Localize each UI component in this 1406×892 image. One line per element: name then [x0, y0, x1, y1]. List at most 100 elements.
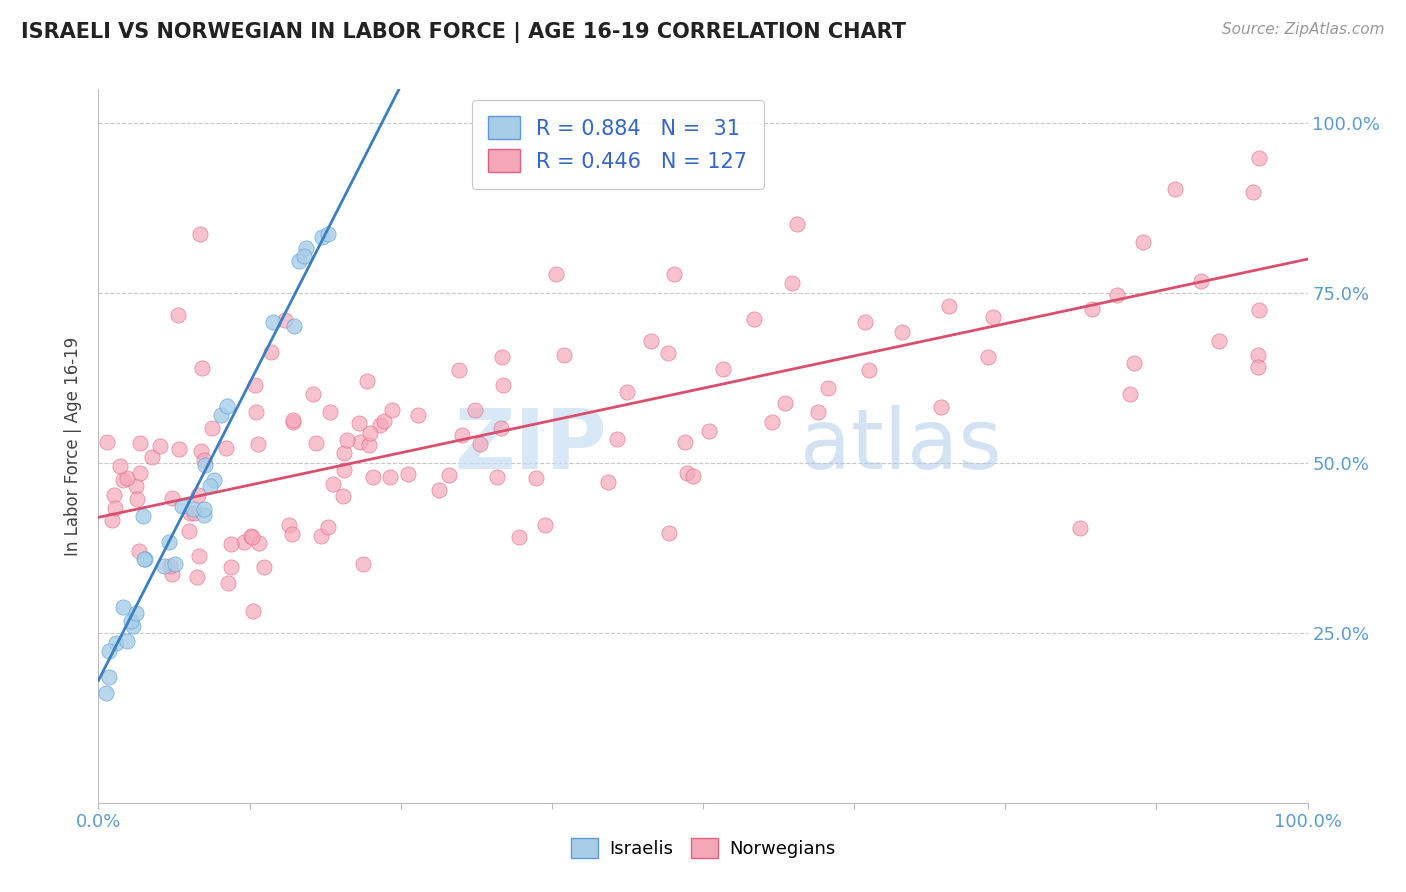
Point	[817, 381, 839, 395]
Point	[141, 450, 163, 465]
Point	[352, 557, 374, 571]
Point	[697, 424, 720, 438]
Point	[162, 567, 184, 582]
Point	[357, 438, 380, 452]
Point	[332, 489, 354, 503]
Point	[188, 227, 211, 241]
Point	[262, 315, 284, 329]
Point	[468, 436, 491, 450]
Point	[242, 604, 264, 618]
Point	[981, 310, 1004, 325]
Point	[190, 443, 212, 458]
Point	[215, 441, 238, 455]
Point	[198, 478, 221, 492]
Point	[247, 437, 270, 451]
Point	[125, 607, 148, 621]
Point	[742, 312, 765, 326]
Point	[129, 467, 152, 481]
Point	[676, 466, 699, 480]
Point	[1081, 302, 1104, 317]
Point	[1241, 185, 1264, 199]
Point	[356, 374, 378, 388]
Point	[1189, 274, 1212, 288]
Point	[363, 469, 385, 483]
Point	[427, 483, 450, 497]
Point	[1119, 387, 1142, 401]
Point	[658, 526, 681, 541]
Text: Source: ZipAtlas.com: Source: ZipAtlas.com	[1222, 22, 1385, 37]
Point	[128, 436, 150, 450]
Point	[112, 473, 135, 487]
Point	[596, 475, 619, 489]
Point	[491, 421, 513, 435]
Point	[96, 686, 118, 700]
Point	[381, 403, 404, 417]
Text: ISRAELI VS NORWEGIAN IN LABOR FORCE | AGE 16-19 CORRELATION CHART: ISRAELI VS NORWEGIAN IN LABOR FORCE | AG…	[21, 22, 905, 44]
Point	[546, 267, 568, 281]
Point	[278, 518, 301, 533]
Point	[247, 536, 270, 550]
Point	[349, 417, 371, 431]
Point	[333, 463, 356, 477]
Point	[807, 405, 830, 419]
Point	[301, 387, 323, 401]
Point	[125, 491, 148, 506]
Point	[492, 377, 515, 392]
Point	[534, 518, 557, 533]
Point	[104, 501, 127, 516]
Point	[186, 570, 208, 584]
Point	[396, 467, 419, 481]
Point	[1132, 235, 1154, 249]
Point	[240, 530, 263, 544]
Point	[104, 636, 127, 650]
Point	[640, 334, 662, 348]
Point	[657, 345, 679, 359]
Point	[163, 558, 186, 572]
Point	[553, 348, 575, 362]
Point	[283, 415, 305, 429]
Point	[170, 500, 193, 514]
Point	[336, 433, 359, 447]
Point	[292, 249, 315, 263]
Point	[1164, 182, 1187, 196]
Point	[1247, 347, 1270, 361]
Point	[149, 439, 172, 453]
Point	[508, 530, 530, 544]
Point	[160, 491, 183, 505]
Point	[233, 535, 256, 549]
Point	[103, 488, 125, 502]
Point	[606, 432, 628, 446]
Point	[239, 529, 262, 543]
Point	[187, 488, 209, 502]
Point	[177, 524, 200, 538]
Point	[773, 396, 796, 410]
Point	[111, 600, 134, 615]
Point	[309, 529, 332, 543]
Point	[891, 325, 914, 339]
Point	[283, 319, 305, 334]
Point	[260, 344, 283, 359]
Text: ZIP: ZIP	[454, 406, 606, 486]
Point	[1249, 152, 1271, 166]
Point	[780, 276, 803, 290]
Y-axis label: In Labor Force | Age 16-19: In Labor Force | Age 16-19	[63, 336, 82, 556]
Point	[929, 400, 952, 414]
Text: atlas: atlas	[800, 406, 1001, 486]
Point	[132, 509, 155, 524]
Point	[253, 559, 276, 574]
Point	[616, 384, 638, 399]
Point	[125, 479, 148, 493]
Point	[243, 378, 266, 392]
Point	[1107, 288, 1129, 302]
Legend: Israelis, Norwegians: Israelis, Norwegians	[564, 830, 842, 865]
Point	[319, 405, 342, 419]
Point	[977, 351, 1000, 365]
Point	[179, 506, 201, 520]
Point	[1208, 334, 1230, 348]
Point	[485, 469, 508, 483]
Point	[406, 408, 429, 422]
Point	[316, 519, 339, 533]
Point	[526, 470, 548, 484]
Point	[322, 477, 344, 491]
Point	[853, 315, 876, 329]
